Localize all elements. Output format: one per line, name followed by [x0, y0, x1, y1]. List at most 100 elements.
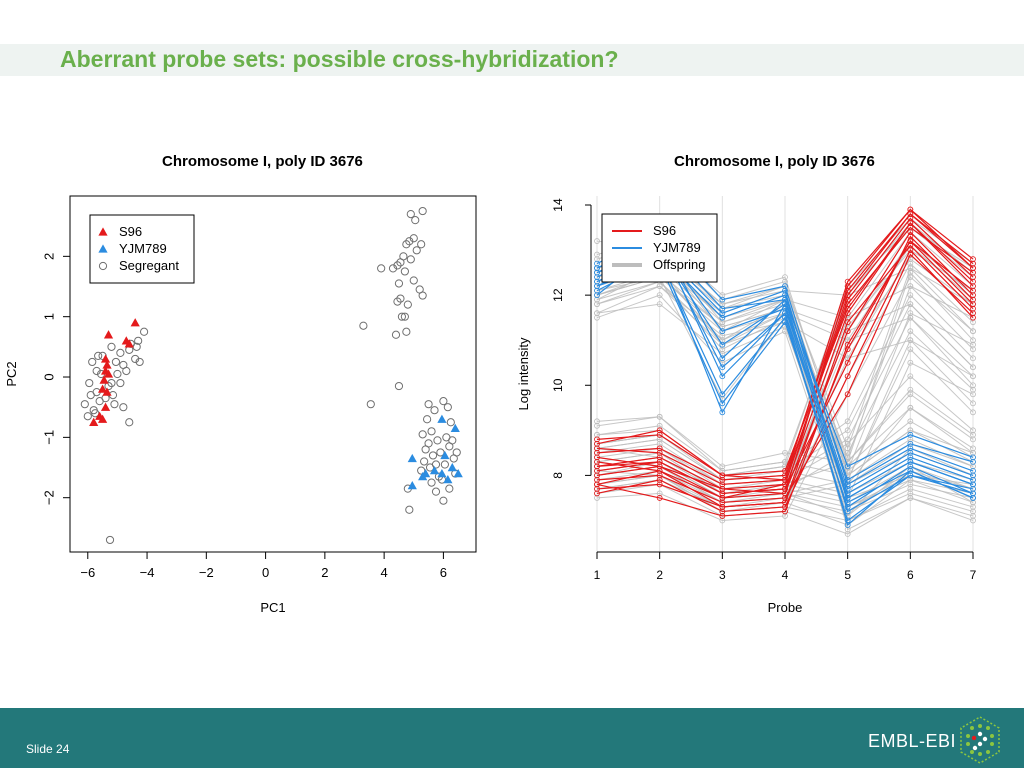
line-point-offspring	[656, 301, 663, 308]
data-point-segregant	[119, 403, 128, 412]
data-point-yjm789	[418, 471, 428, 481]
line-point-yjm789	[782, 292, 788, 299]
line-point-offspring	[907, 359, 914, 366]
line-point-s96	[594, 486, 600, 492]
line-point-offspring	[907, 486, 914, 492]
data-point-segregant	[445, 484, 454, 493]
line-point-s96	[782, 495, 788, 501]
x-tick-label: 4	[381, 565, 388, 580]
data-point-s96	[97, 384, 108, 393]
line-point-offspring	[970, 337, 976, 344]
data-point-segregant	[393, 297, 402, 306]
line-point-s96	[970, 296, 976, 303]
x-tick-label: 0	[262, 565, 269, 580]
line-point-yjm789	[719, 355, 726, 362]
scatter-chart: −6 −4 −2 0 2 4 6 −2 −1 0 1 2 PC1 PC2 S96 YJM789 Segregan…	[4, 195, 477, 615]
data-point-segregant	[125, 418, 134, 427]
embl-ebi-logo-icon	[960, 716, 1000, 764]
data-point-segregant	[377, 264, 386, 273]
line-point-offspring	[970, 341, 976, 348]
data-point-segregant	[427, 427, 436, 436]
data-point-segregant	[403, 300, 412, 309]
line-point-yjm789	[594, 287, 600, 294]
line-point-offspring	[907, 274, 914, 281]
line-point-offspring	[594, 422, 600, 429]
data-point-segregant	[446, 418, 455, 427]
legend-box	[89, 214, 195, 284]
line-point-s96	[970, 283, 976, 290]
data-point-segregant	[104, 381, 113, 391]
line-point-s96	[594, 458, 600, 465]
line-point-offspring	[844, 445, 851, 452]
line-point-offspring	[907, 373, 914, 380]
line-point-yjm789	[594, 283, 600, 290]
line-point-s96	[594, 481, 600, 488]
line-point-s96	[594, 436, 600, 443]
line-point-s96	[719, 508, 726, 515]
x-tick-label: 5	[844, 568, 851, 582]
line-point-s96	[782, 508, 788, 515]
data-point-yjm789	[437, 468, 447, 478]
slide-number: Slide 24	[26, 742, 70, 756]
data-point-segregant	[113, 369, 122, 379]
line-point-s96	[970, 314, 976, 321]
footer: Slide 24 EMBL-EBI	[0, 708, 1024, 768]
y-axis-label: PC2	[4, 361, 19, 386]
line-point-yjm789	[719, 373, 726, 380]
data-point-segregant	[107, 342, 116, 351]
x-tick-label: −6	[80, 565, 95, 580]
series-line-offspring	[596, 303, 974, 500]
line-point-s96	[844, 305, 851, 312]
line-point-offspring	[844, 440, 851, 447]
data-point-segregant	[397, 312, 407, 321]
line-point-offspring	[907, 283, 914, 290]
series-line-s96	[596, 226, 974, 486]
line-point-s96	[844, 341, 851, 348]
line-point-offspring	[907, 391, 914, 398]
line-point-s96	[970, 292, 976, 299]
data-point-segregant	[406, 255, 415, 264]
line-point-offspring	[907, 269, 914, 276]
line-point-s96	[656, 431, 663, 438]
line-point-offspring	[782, 449, 788, 456]
line-point-offspring	[970, 400, 976, 407]
line-point-offspring	[907, 328, 914, 335]
data-point-s96	[130, 318, 140, 327]
line-point-yjm789	[970, 467, 976, 474]
line-point-s96	[656, 458, 663, 465]
line-point-offspring	[970, 463, 976, 470]
line-point-offspring	[844, 436, 851, 443]
data-point-yjm789	[437, 414, 447, 423]
line-point-offspring	[970, 373, 976, 380]
line-point-offspring	[907, 314, 914, 321]
series-line-s96	[596, 222, 974, 477]
data-point-segregant	[139, 327, 149, 336]
line-point-yjm789	[970, 454, 976, 461]
data-point-yjm789	[407, 481, 417, 490]
line-point-yjm789	[594, 292, 600, 299]
line-point-s96	[970, 305, 976, 312]
line-point-yjm789	[907, 472, 914, 479]
data-point-segregant	[428, 451, 438, 460]
line-point-yjm789	[594, 260, 600, 267]
x-tick-label: 1	[594, 568, 601, 582]
series-line-s96	[596, 235, 974, 495]
embl-ebi-logo-text: EMBL-EBI	[868, 731, 957, 751]
line-point-s96	[594, 467, 600, 474]
series-line-offspring	[596, 276, 974, 521]
line-point-offspring	[907, 260, 914, 267]
line-point-s96	[594, 476, 600, 483]
line-point-offspring	[970, 409, 976, 416]
data-point-segregant	[418, 206, 427, 216]
line-point-offspring	[594, 238, 600, 244]
line-point-s96	[656, 476, 663, 483]
line-point-offspring	[970, 436, 976, 443]
line-point-offspring	[970, 328, 976, 335]
line-point-s96	[656, 467, 663, 474]
legend: S96 YJM789 Offspring	[601, 213, 718, 283]
data-point-segregant	[111, 357, 121, 367]
line-point-s96	[656, 449, 663, 456]
data-point-segregant	[116, 378, 125, 388]
line-point-offspring	[844, 314, 851, 321]
